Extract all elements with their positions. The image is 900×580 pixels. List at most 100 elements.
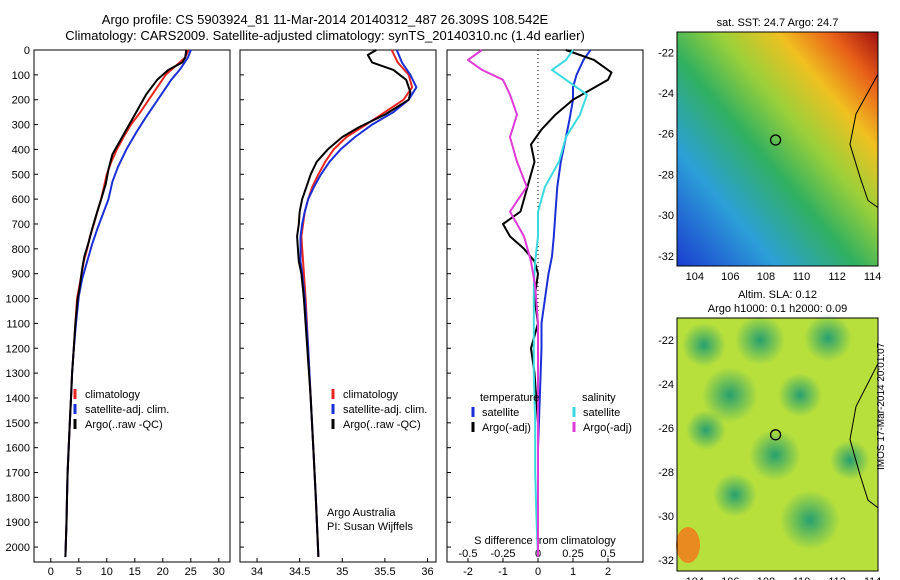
profile-location-marker — [769, 134, 782, 146]
map-xtick-label: 104 — [686, 271, 704, 283]
map-subtitle: Argo h1000: 0.1 h2000: 0.09 — [708, 303, 847, 315]
sla-eddy — [686, 410, 726, 450]
timestamp-watermark: IMOS 17-Mar-2014 20:01:07 — [876, 342, 887, 470]
map-xtick-label: 110 — [793, 576, 811, 580]
credit-text: PI: Susan Wijffels — [327, 521, 413, 533]
legend-header: temperature — [480, 392, 539, 404]
map-xtick-label: 104 — [686, 576, 704, 580]
coastline — [849, 363, 879, 509]
legend-label: satellite — [482, 407, 519, 419]
xtick-label: 5 — [76, 566, 82, 578]
sla-eddy — [749, 429, 801, 481]
map-title: sat. SST: 24.7 Argo: 24.7 — [717, 17, 839, 29]
ytick-label: 700 — [12, 219, 30, 231]
ytick-label: 1800 — [6, 492, 30, 504]
map-xtick-label: 112 — [828, 576, 846, 580]
plot-frame-1 — [33, 49, 231, 563]
sla-eddy — [804, 314, 852, 362]
sla-eddy — [780, 490, 840, 550]
map-frame-2 — [676, 317, 879, 572]
ytick-label: 400 — [12, 144, 30, 156]
plot-title-line1: Argo profile: CS 5903924_81 11-Mar-2014 … — [101, 12, 549, 27]
map-xtick-label: 106 — [721, 271, 739, 283]
map-xtick-label: 114 — [864, 271, 882, 283]
xtick-label: 0 — [48, 566, 54, 578]
map-xtick-label: 108 — [757, 576, 775, 580]
ytick-label: 1400 — [6, 393, 30, 405]
ytick-label: 600 — [12, 194, 30, 206]
ytick-label: 1900 — [6, 517, 30, 529]
ytick-label: 1500 — [6, 418, 30, 430]
xtick-top-label: 0.5 — [600, 548, 615, 560]
map-ytick-label: -28 — [658, 467, 674, 479]
series-line-satellite — [537, 49, 592, 557]
xtick-label: 25 — [185, 566, 197, 578]
sst-field — [677, 32, 878, 266]
map-frame-1 — [676, 31, 879, 267]
map-ytick-label: -30 — [658, 511, 674, 523]
map-ytick-label: -30 — [658, 210, 674, 222]
xtick-top-label: -0.5 — [459, 548, 478, 560]
legend-label: Argo(..raw -QC) — [343, 419, 421, 431]
legend-header: salinity — [582, 392, 616, 404]
legend-label: satellite — [583, 407, 620, 419]
series-line-argo-adj- — [467, 49, 539, 557]
xtick-label: 36 — [421, 566, 433, 578]
map-ytick-label: -32 — [658, 251, 674, 263]
map-xtick-label: 106 — [721, 576, 739, 580]
xtick-top-label: -0.25 — [490, 548, 515, 560]
map-xtick-label: 114 — [864, 576, 882, 580]
xtick-label: 20 — [157, 566, 169, 578]
map-xtick-label: 110 — [793, 271, 811, 283]
ytick-label: 1000 — [6, 294, 30, 306]
ytick-label: 300 — [12, 120, 30, 132]
map-ytick-label: -22 — [658, 47, 674, 59]
map-ytick-label: -26 — [658, 423, 674, 435]
xtick-label: 0 — [535, 566, 541, 578]
sla-eddy — [682, 323, 726, 367]
ytick-label: 1700 — [6, 468, 30, 480]
map-xtick-label: 112 — [828, 271, 846, 283]
series-line-argo-raw-qc- — [64, 49, 188, 558]
sla-eddy — [778, 373, 822, 417]
profile-location-marker — [769, 429, 782, 441]
xtick-label: 1 — [570, 566, 576, 578]
legend-label: climatology — [85, 389, 141, 401]
sla-eddy — [713, 473, 757, 517]
legend-label: Argo(-adj) — [583, 422, 632, 434]
ytick-label: 800 — [12, 244, 30, 256]
ytick-label: 1200 — [6, 343, 30, 355]
sla-eddy — [702, 367, 758, 423]
series-line-argo-raw-qc- — [296, 49, 412, 558]
legend-label: satellite-adj. clim. — [85, 404, 169, 416]
ytick-label: 1300 — [6, 368, 30, 380]
xtick-label: 34 — [251, 566, 263, 578]
sla-eddy — [830, 440, 870, 480]
map-ytick-label: -22 — [658, 335, 674, 347]
xtick-label: 30 — [213, 566, 225, 578]
xtick-label: 35 — [336, 566, 348, 578]
plot-frame-3 — [446, 49, 644, 563]
series-line-satellite — [532, 49, 588, 558]
legend-label: climatology — [343, 389, 399, 401]
ytick-label: 200 — [12, 95, 30, 107]
map-ytick-label: -28 — [658, 169, 674, 181]
ytick-label: 100 — [12, 70, 30, 82]
xtick-label: -2 — [463, 566, 473, 578]
ytick-label: 1100 — [6, 318, 30, 330]
ytick-label: 500 — [12, 169, 30, 181]
plot-title-line2: Climatology: CARS2009. Satellite-adjuste… — [65, 28, 585, 43]
xtick-label: 15 — [129, 566, 141, 578]
plot-frame-2 — [239, 49, 437, 563]
credit-text: Argo Australia — [327, 507, 396, 519]
sla-eddy — [735, 315, 785, 365]
legend-label: satellite-adj. clim. — [343, 404, 427, 416]
xtick-label: -1 — [498, 566, 508, 578]
legend-label: Argo(-adj) — [482, 422, 531, 434]
ytick-label: 900 — [12, 269, 30, 281]
x-axis-top-label: S difference from climatology — [474, 535, 616, 547]
xtick-label: 2 — [605, 566, 611, 578]
map-xtick-label: 108 — [757, 271, 775, 283]
ytick-label: 0 — [24, 45, 30, 57]
